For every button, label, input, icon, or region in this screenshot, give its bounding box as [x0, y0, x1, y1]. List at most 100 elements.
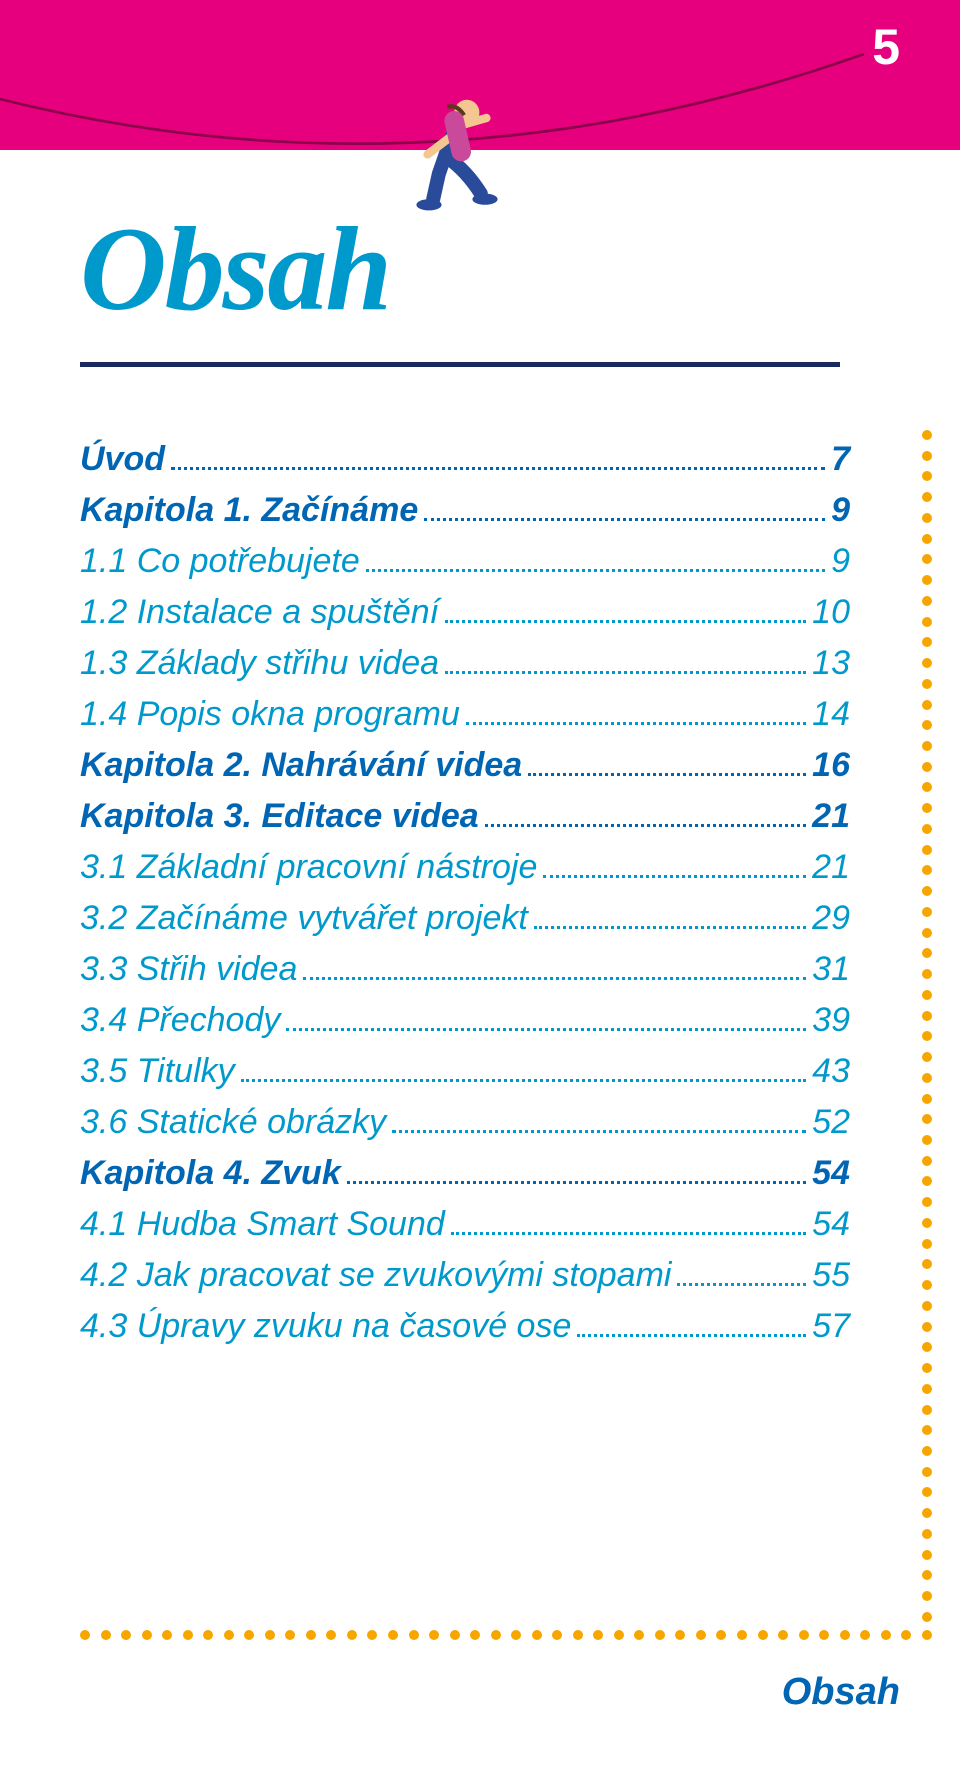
page-number: 5 — [872, 18, 900, 76]
accent-dot — [922, 1591, 932, 1601]
accent-dot — [922, 990, 932, 1000]
accent-dot — [655, 1630, 665, 1640]
toc-page: 55 — [812, 1256, 850, 1295]
accent-dot — [470, 1630, 480, 1640]
accent-dot — [922, 845, 932, 855]
toc-page: 39 — [812, 1001, 850, 1040]
title-rule — [80, 362, 840, 367]
toc-label: 1.3 Základy střihu videa — [80, 644, 439, 683]
accent-dot — [922, 865, 932, 875]
toc-page: 7 — [831, 440, 850, 479]
toc-row[interactable]: 3.5 Titulky43 — [80, 1052, 850, 1091]
toc-leader-dots — [577, 1317, 806, 1337]
accent-dot — [922, 513, 932, 523]
toc-row[interactable]: 1.4 Popis okna programu14 — [80, 695, 850, 734]
toc-page: 14 — [812, 695, 850, 734]
toc-row[interactable]: 3.1 Základní pracovní nástroje21 — [80, 848, 850, 887]
toc-label: 4.3 Úpravy zvuku na časové ose — [80, 1307, 571, 1346]
page-title: Obsah — [80, 200, 390, 338]
toc-page: 57 — [812, 1307, 850, 1346]
toc-label: Kapitola 1. Začínáme — [80, 491, 418, 530]
accent-dot — [162, 1630, 172, 1640]
accent-dot — [696, 1630, 706, 1640]
toc-row[interactable]: Kapitola 1. Začínáme9 — [80, 491, 850, 530]
accent-dot — [922, 907, 932, 917]
accent-dot — [922, 1425, 932, 1435]
accent-dot — [922, 1052, 932, 1062]
accent-dot — [922, 969, 932, 979]
accent-dot — [922, 1031, 932, 1041]
accent-dot — [922, 762, 932, 772]
toc-page: 54 — [812, 1205, 850, 1244]
accent-dot — [737, 1630, 747, 1640]
toc-row[interactable]: 3.6 Statické obrázky52 — [80, 1103, 850, 1142]
accent-dot — [922, 451, 932, 461]
toc-row[interactable]: 3.2 Začínáme vytvářet projekt29 — [80, 899, 850, 938]
runner-icon — [380, 90, 520, 230]
accent-dot — [326, 1630, 336, 1640]
accent-dot — [922, 1176, 932, 1186]
accent-dot — [388, 1630, 398, 1640]
toc-leader-dots — [303, 960, 806, 980]
accent-dot — [778, 1630, 788, 1640]
accent-dot — [922, 1487, 932, 1497]
accent-dot — [860, 1630, 870, 1640]
toc-leader-dots — [171, 450, 825, 470]
toc-leader-dots — [347, 1164, 806, 1184]
toc-row[interactable]: Kapitola 2. Nahrávání videa16 — [80, 746, 850, 785]
toc-label: Kapitola 2. Nahrávání videa — [80, 746, 522, 785]
accent-dot — [285, 1630, 295, 1640]
accent-dot — [409, 1630, 419, 1640]
accent-dot — [922, 679, 932, 689]
toc-label: 3.4 Přechody — [80, 1001, 280, 1040]
toc-leader-dots — [241, 1062, 807, 1082]
toc-page: 31 — [812, 950, 850, 989]
toc-row[interactable]: 1.1 Co potřebujete9 — [80, 542, 850, 581]
accent-dot — [614, 1630, 624, 1640]
accent-dot — [922, 596, 932, 606]
accent-dot — [634, 1630, 644, 1640]
toc-leader-dots — [466, 705, 806, 725]
accent-dot — [511, 1630, 521, 1640]
toc-row[interactable]: 3.3 Střih videa31 — [80, 950, 850, 989]
table-of-contents: Úvod 7 Kapitola 1. Začínáme9 1.1 Co potřebu… — [80, 440, 850, 1358]
accent-dot — [881, 1630, 891, 1640]
accent-dot — [573, 1630, 583, 1640]
toc-row[interactable]: 3.4 Přechody 39 — [80, 1001, 850, 1040]
accent-dot — [922, 720, 932, 730]
accent-dot — [758, 1630, 768, 1640]
toc-row[interactable]: 1.2 Instalace a spuštění10 — [80, 593, 850, 632]
accent-dot — [922, 928, 932, 938]
accent-dot — [80, 1630, 90, 1640]
toc-row[interactable]: 4.2 Jak pracovat se zvukovými stopami55 — [80, 1256, 850, 1295]
accent-dot — [799, 1630, 809, 1640]
toc-label: Kapitola 4. Zvuk — [80, 1154, 341, 1193]
toc-label: 1.2 Instalace a spuštění — [80, 593, 439, 632]
accent-dot — [922, 1570, 932, 1580]
toc-row[interactable]: Kapitola 4. Zvuk 54 — [80, 1154, 850, 1193]
toc-label: Úvod — [80, 440, 165, 479]
toc-row[interactable]: 1.3 Základy střihu videa13 — [80, 644, 850, 683]
accent-dot — [922, 1446, 932, 1456]
accent-dot — [429, 1630, 439, 1640]
accent-dot — [922, 1073, 932, 1083]
accent-dot — [922, 1011, 932, 1021]
toc-row[interactable]: Úvod 7 — [80, 440, 850, 479]
accent-dot — [922, 637, 932, 647]
accent-dot — [552, 1630, 562, 1640]
accent-dot — [922, 1612, 932, 1622]
accent-dot — [922, 492, 932, 502]
accent-dot — [840, 1630, 850, 1640]
toc-leader-dots — [424, 501, 825, 521]
accent-dot — [922, 1218, 932, 1228]
accent-dot — [922, 948, 932, 958]
toc-page: 54 — [812, 1154, 850, 1193]
toc-row[interactable]: Kapitola 3. Editace videa21 — [80, 797, 850, 836]
accent-dot — [922, 1384, 932, 1394]
toc-row[interactable]: 4.1 Hudba Smart Sound54 — [80, 1205, 850, 1244]
accent-dot — [491, 1630, 501, 1640]
accent-dot — [922, 1094, 932, 1104]
toc-row[interactable]: 4.3 Úpravy zvuku na časové ose 57 — [80, 1307, 850, 1346]
toc-leader-dots — [534, 909, 806, 929]
toc-leader-dots — [528, 756, 806, 776]
